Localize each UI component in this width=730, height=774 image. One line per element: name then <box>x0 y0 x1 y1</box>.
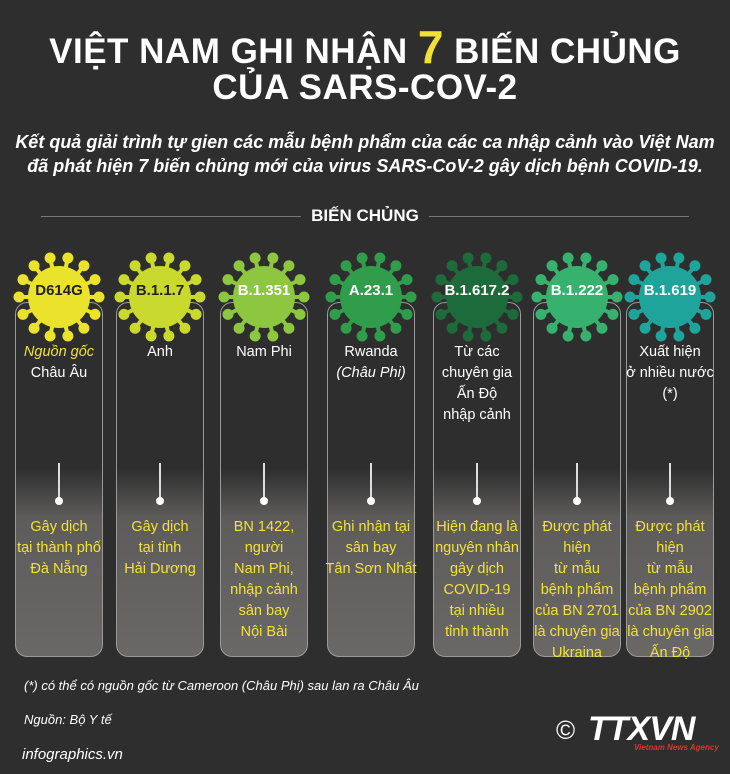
detail-line: sân bay <box>238 603 290 619</box>
detail-line: COVID-19 <box>443 582 511 598</box>
connector-dot <box>473 497 481 505</box>
origin-line: nhập cảnh <box>443 407 511 423</box>
variant-name: D614G <box>35 282 83 299</box>
origin-line: Xuất hiện <box>639 344 701 360</box>
origin-prefix: Nguồn gốc <box>23 344 95 360</box>
detail-line: Ghi nhận tại <box>331 519 411 535</box>
detail-line: từ mẫu <box>647 561 693 577</box>
connector-dot <box>666 497 674 505</box>
origin-line: Từ các <box>454 344 500 360</box>
variant-name: A.23.1 <box>348 282 394 299</box>
variant-origin: Từ các chuyên gia Ấn Độ nhập cảnh <box>429 342 525 426</box>
detail-line: bệnh phẩm <box>540 582 614 598</box>
website[interactable]: infographics.vn <box>22 746 123 763</box>
subtitle: Kết quả giải trình tự gien các mẫu bệnh … <box>15 132 715 176</box>
variant-origin: Anh <box>112 342 208 363</box>
connector-dot <box>156 497 164 505</box>
detail-line: tại nhiều <box>449 603 505 619</box>
virus-icon <box>431 252 523 342</box>
detail-line: là chuyên gia <box>627 624 713 640</box>
detail-line: tại tỉnh <box>138 540 182 556</box>
variant-detail: Được phát hiện từ mẫu bệnh phẩm của BN 2902… <box>622 517 718 664</box>
connector-dot <box>573 497 581 505</box>
origin-line: Châu Âu <box>30 365 88 381</box>
connector-dot <box>55 497 63 505</box>
variant-name: B.1.222 <box>550 282 604 299</box>
variant-detail: Ghi nhận tại sân bay Tân Sơn Nhất <box>323 517 419 580</box>
variant-detail: Gây dịch tại tỉnh Hải Dương <box>112 517 208 580</box>
variant-card <box>433 302 521 657</box>
variant-detail: Hiện đang là nguyên nhân gây dịch COVID-19 t… <box>429 517 525 643</box>
origin-line: Anh <box>147 344 173 360</box>
detail-line: Ấn Độ <box>649 645 691 661</box>
virus-icon <box>218 252 310 342</box>
variant-detail: Gây dịch tại thành phố Đà Nẵng <box>11 517 107 580</box>
detail-line: tại thành phố <box>17 540 101 556</box>
detail-line: Nội Bài <box>240 624 288 640</box>
detail-line: Hải Dương <box>124 561 196 577</box>
variant-origin: Rwanda (Châu Phi) <box>323 342 419 384</box>
detail-line: Được phát hiện <box>542 519 612 556</box>
detail-line: bệnh phẩm <box>633 582 707 598</box>
section-title: BIẾN CHỦNG <box>0 206 730 226</box>
detail-line: Nam Phi, <box>234 561 294 577</box>
ttxvn-logo: TTXVN Vietnam News Agency <box>588 710 719 752</box>
connector-line <box>669 463 671 500</box>
variant-name: B.1.617.2 <box>444 282 510 299</box>
virus-icon <box>13 252 105 342</box>
origin-line: Rwanda <box>344 344 398 360</box>
title-line-1: VIỆT NAM GHI NHẬN 7 BIẾN CHỦNG <box>49 21 681 73</box>
virus-icon <box>114 252 206 342</box>
variant-detail: Được phát hiện từ mẫu bệnh phẩm của BN 2701… <box>529 517 625 664</box>
origin-line: Ấn Độ <box>456 386 498 402</box>
origin-line: Nam Phi <box>236 344 292 360</box>
origin-line: ở nhiều nước <box>626 365 714 381</box>
variant-name: B.1.1.7 <box>135 282 185 299</box>
connector-dot <box>260 497 268 505</box>
detail-line: là chuyên gia <box>534 624 620 640</box>
title-line-2: CỦA SARS-COV-2 <box>212 68 518 107</box>
detail-line: Hiện đang là <box>436 519 518 535</box>
origin-line: chuyên gia <box>441 365 513 381</box>
variant-origin: Nam Phi <box>216 342 312 363</box>
detail-line: Đà Nẵng <box>30 561 88 577</box>
variant-detail: BN 1422, người Nam Phi, nhập cảnh sân bay Nội… <box>216 517 312 643</box>
detail-line: sân bay <box>345 540 397 556</box>
connector-line <box>370 463 372 500</box>
connector-line <box>576 463 578 500</box>
connector-line <box>159 463 161 500</box>
detail-line: nhập cảnh <box>230 582 298 598</box>
variant-name: B.1.351 <box>237 282 291 299</box>
detail-line: từ mẫu <box>554 561 600 577</box>
connector-line <box>476 463 478 500</box>
variant-name: B.1.619 <box>643 282 697 299</box>
virus-icon <box>325 252 417 342</box>
detail-line: Được phát hiện <box>635 519 705 556</box>
origin-note: (Châu Phi) <box>336 365 406 381</box>
detail-line: người <box>244 540 284 556</box>
origin-line: (*) <box>662 386 678 402</box>
detail-line: của BN 2701 <box>535 603 619 619</box>
variant-origin: Nguồn gốc Châu Âu <box>11 342 107 384</box>
detail-line: Tân Sơn Nhất <box>325 561 417 577</box>
copyright-icon: © <box>556 715 576 745</box>
detail-line: Ukraina <box>552 645 602 661</box>
connector-dot <box>367 497 375 505</box>
virus-icon <box>624 252 716 342</box>
connector-line <box>263 463 265 500</box>
detail-line: BN 1422, <box>233 519 295 535</box>
connector-line <box>58 463 60 500</box>
detail-line: Gây dịch <box>131 519 189 535</box>
detail-line: Gây dịch <box>30 519 88 535</box>
virus-icon <box>531 252 623 342</box>
detail-line: nguyên nhân <box>435 540 519 556</box>
footnote: (*) có thể có nguồn gốc từ Cameroon (Châ… <box>24 678 419 693</box>
detail-line: tỉnh thành <box>445 624 509 640</box>
source: Nguồn: Bộ Y tế <box>24 712 112 727</box>
detail-line: gây dịch <box>449 561 504 577</box>
detail-line: của BN 2902 <box>628 603 712 619</box>
variant-origin: Xuất hiện ở nhiều nước (*) <box>622 342 718 405</box>
